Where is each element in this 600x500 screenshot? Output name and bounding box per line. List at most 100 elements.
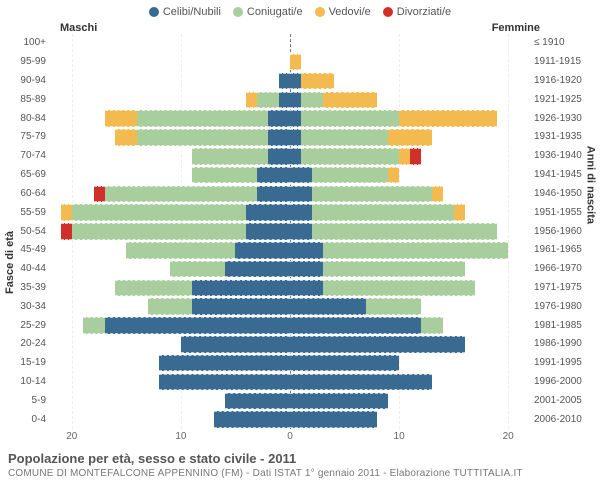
age-label: 100+ bbox=[23, 38, 46, 48]
age-label: 55-59 bbox=[20, 208, 46, 218]
pyramid-row bbox=[50, 167, 530, 184]
bar-segment bbox=[170, 261, 225, 278]
age-label: 30-34 bbox=[20, 302, 46, 312]
legend-item: Divorziati/e bbox=[383, 6, 451, 18]
legend-swatch bbox=[383, 7, 393, 17]
birth-label: 1976-1980 bbox=[534, 302, 582, 312]
bar-segment bbox=[301, 73, 334, 90]
bar-segment bbox=[290, 204, 312, 221]
bar-segment bbox=[61, 223, 72, 240]
male-bar bbox=[50, 261, 290, 278]
x-tick-label: 10 bbox=[175, 431, 186, 442]
bar-segment bbox=[432, 186, 443, 203]
bar-segment bbox=[323, 242, 508, 259]
bar-segment bbox=[257, 167, 290, 184]
bar-segment bbox=[192, 167, 257, 184]
birth-label: ≤ 1910 bbox=[534, 38, 565, 48]
bar-segment bbox=[279, 92, 290, 109]
female-bar bbox=[290, 280, 530, 297]
age-label: 80-84 bbox=[20, 114, 46, 124]
bar-segment bbox=[225, 393, 290, 410]
bar-segment bbox=[399, 148, 410, 165]
legend: Celibi/NubiliConiugati/eVedovi/eDivorzia… bbox=[0, 0, 600, 18]
birth-label: 1946-1950 bbox=[534, 189, 582, 199]
female-bar bbox=[290, 186, 530, 203]
pyramid-row bbox=[50, 54, 530, 71]
bar-segment bbox=[246, 92, 257, 109]
female-bar bbox=[290, 298, 530, 315]
bar-segment bbox=[290, 73, 301, 90]
male-bar bbox=[50, 393, 290, 410]
female-bar bbox=[290, 204, 530, 221]
bar-segment bbox=[301, 92, 323, 109]
birth-label: 1966-1970 bbox=[534, 264, 582, 274]
birth-label: 1931-1935 bbox=[534, 132, 582, 142]
bar-segment bbox=[290, 261, 323, 278]
birth-label: 1941-1945 bbox=[534, 170, 582, 180]
bar-segment bbox=[159, 355, 290, 372]
bar-segment bbox=[388, 129, 432, 146]
female-bar bbox=[290, 167, 530, 184]
bar-segment bbox=[83, 317, 105, 334]
bar-segment bbox=[301, 129, 388, 146]
bar-segment bbox=[312, 186, 432, 203]
female-bar bbox=[290, 73, 530, 90]
birth-label: 1926-1930 bbox=[534, 114, 582, 124]
bar-segment bbox=[290, 336, 465, 353]
bar-segment bbox=[290, 280, 323, 297]
female-bar bbox=[290, 54, 530, 71]
bar-segment bbox=[105, 110, 138, 127]
pyramid-row bbox=[50, 148, 530, 165]
bar-segment bbox=[257, 92, 279, 109]
birth-label: 1996-2000 bbox=[534, 377, 582, 387]
left-side-header: Maschi bbox=[60, 22, 97, 34]
bar-segment bbox=[290, 411, 377, 428]
female-bar bbox=[290, 148, 530, 165]
pyramid-row bbox=[50, 92, 530, 109]
pyramid-row bbox=[50, 374, 530, 391]
pyramid-row bbox=[50, 186, 530, 203]
legend-label: Coniugati/e bbox=[247, 6, 303, 18]
bar-segment bbox=[61, 204, 72, 221]
bar-segment bbox=[290, 92, 301, 109]
birth-label: 1916-1920 bbox=[534, 76, 582, 86]
birth-label: 1986-1990 bbox=[534, 339, 582, 349]
bar-segment bbox=[290, 186, 312, 203]
legend-item: Coniugati/e bbox=[233, 6, 303, 18]
bar-segment bbox=[290, 129, 301, 146]
male-bar bbox=[50, 242, 290, 259]
bar-segment bbox=[148, 298, 192, 315]
age-label: 45-49 bbox=[20, 245, 46, 255]
bar-segment bbox=[301, 110, 399, 127]
pyramid-row bbox=[50, 129, 530, 146]
bar-segment bbox=[181, 336, 290, 353]
bar-segment bbox=[235, 242, 290, 259]
birth-label: 1951-1955 bbox=[534, 208, 582, 218]
age-label: 15-19 bbox=[20, 358, 46, 368]
bar-segment bbox=[323, 280, 476, 297]
pyramid-row bbox=[50, 393, 530, 410]
male-bar bbox=[50, 110, 290, 127]
male-bar bbox=[50, 280, 290, 297]
pyramid-row bbox=[50, 261, 530, 278]
legend-label: Vedovi/e bbox=[329, 6, 371, 18]
birth-label: 1921-1925 bbox=[534, 95, 582, 105]
female-bar bbox=[290, 242, 530, 259]
age-label: 5-9 bbox=[32, 396, 46, 406]
bar-segment bbox=[214, 411, 290, 428]
female-bar bbox=[290, 110, 530, 127]
female-bar bbox=[290, 129, 530, 146]
bar-segment bbox=[268, 129, 290, 146]
birth-label: 1936-1940 bbox=[534, 151, 582, 161]
age-label: 85-89 bbox=[20, 95, 46, 105]
footer-title: Popolazione per età, sesso e stato civil… bbox=[8, 451, 592, 466]
left-axis-title: Fasce di età bbox=[4, 231, 16, 294]
bar-segment bbox=[192, 280, 290, 297]
bar-segment bbox=[290, 54, 301, 71]
age-label: 35-39 bbox=[20, 283, 46, 293]
bar-segment bbox=[192, 298, 290, 315]
pyramid-row bbox=[50, 298, 530, 315]
male-bar bbox=[50, 223, 290, 240]
age-label: 20-24 bbox=[20, 339, 46, 349]
female-bar bbox=[290, 92, 530, 109]
